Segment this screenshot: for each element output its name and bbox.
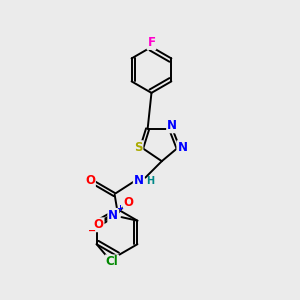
Text: S: S — [134, 141, 142, 154]
Text: N: N — [167, 119, 177, 132]
Text: F: F — [148, 36, 155, 49]
Text: N: N — [108, 209, 118, 222]
Text: −: − — [88, 226, 96, 236]
Text: H: H — [146, 176, 154, 186]
Text: O: O — [124, 196, 134, 209]
Text: O: O — [85, 173, 95, 187]
Text: N: N — [177, 141, 188, 154]
Text: Cl: Cl — [106, 255, 118, 268]
Text: O: O — [94, 218, 103, 231]
Text: +: + — [116, 204, 123, 213]
Text: N: N — [134, 173, 144, 187]
